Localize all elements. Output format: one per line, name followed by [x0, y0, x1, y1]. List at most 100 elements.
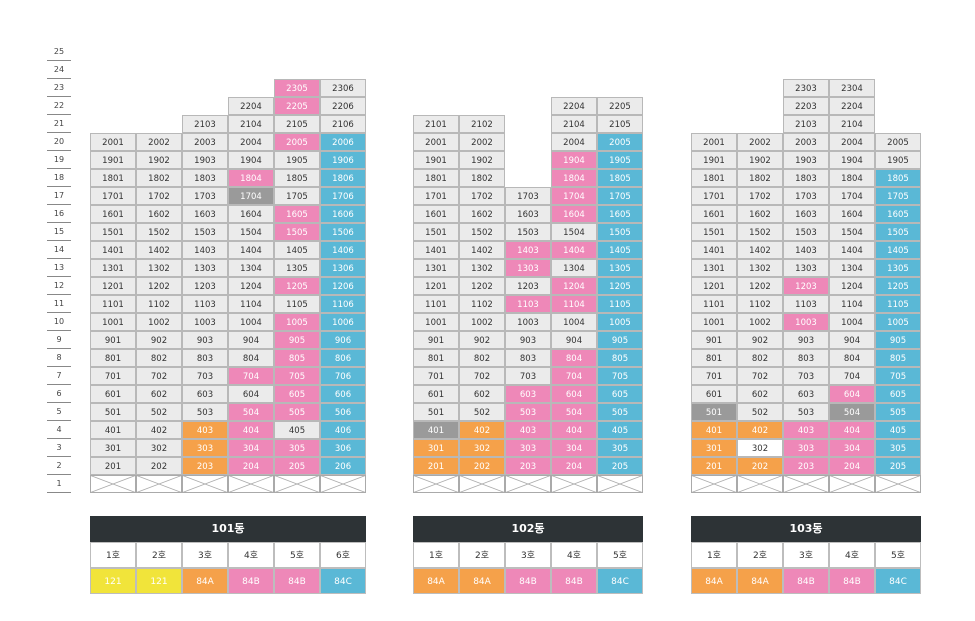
unit-cell: 1003	[783, 313, 829, 331]
unit-cell: 1501	[90, 223, 136, 241]
unit-cell: 1202	[459, 277, 505, 295]
unit-cell: 204	[228, 457, 274, 475]
unit-cell: 1104	[551, 295, 597, 313]
unit-cell: 802	[459, 349, 505, 367]
unit-cell: 1201	[413, 277, 459, 295]
ho-label: 4호	[228, 542, 274, 568]
unit-cell: 1102	[459, 295, 505, 313]
unit-cell: 1101	[691, 295, 737, 313]
unit-cell: 2104	[228, 115, 274, 133]
unit-cell: 503	[505, 403, 551, 421]
unit-cell: 1601	[413, 205, 459, 223]
unit-cell: 1102	[136, 295, 182, 313]
unit-cell: 602	[136, 385, 182, 403]
unit-cell: 501	[413, 403, 459, 421]
unit-cell: 1704	[829, 187, 875, 205]
unit-cell: 401	[90, 421, 136, 439]
unit-cell: 801	[90, 349, 136, 367]
unit-cell: 1406	[320, 241, 366, 259]
unit-cell: 1704	[228, 187, 274, 205]
ho-label: 3호	[505, 542, 551, 568]
unit-cell: 302	[459, 439, 505, 457]
unit-cell: 2205	[274, 97, 320, 115]
ho-label: 4호	[551, 542, 597, 568]
unit-cell: 1504	[228, 223, 274, 241]
unit-cell: 1702	[737, 187, 783, 205]
unit-cell: 2103	[182, 115, 228, 133]
unit-cell: 1802	[459, 169, 505, 187]
unit-cell: 1702	[459, 187, 505, 205]
unit-cell: 605	[274, 385, 320, 403]
unit-cell: 1802	[136, 169, 182, 187]
unit-cell: 903	[783, 331, 829, 349]
unit-cell: 701	[90, 367, 136, 385]
pilotis-cell	[413, 475, 459, 493]
unit-cell: 304	[829, 439, 875, 457]
unit-cell: 1005	[597, 313, 643, 331]
building-name: 102동	[413, 516, 643, 542]
unit-cell: 1505	[274, 223, 320, 241]
unit-cell: 502	[136, 403, 182, 421]
unit-cell: 701	[691, 367, 737, 385]
floor-label: 16	[47, 205, 71, 223]
unit-cell: 1405	[875, 241, 921, 259]
unit-cell: 1402	[737, 241, 783, 259]
unit-cell: 2304	[829, 79, 875, 97]
unit-type: 84C	[320, 568, 366, 594]
unit-type: 84A	[413, 568, 459, 594]
unit-cell: 1502	[459, 223, 505, 241]
unit-cell: 1204	[551, 277, 597, 295]
unit-cell: 1304	[829, 259, 875, 277]
unit-cell: 2004	[829, 133, 875, 151]
floor-label: 14	[47, 241, 71, 259]
unit-cell: 1904	[228, 151, 274, 169]
unit-cell: 1006	[320, 313, 366, 331]
unit-cell: 305	[875, 439, 921, 457]
unit-cell: 401	[691, 421, 737, 439]
unit-cell: 1503	[783, 223, 829, 241]
unit-cell: 703	[182, 367, 228, 385]
unit-cell: 1505	[875, 223, 921, 241]
unit-cell: 802	[737, 349, 783, 367]
unit-cell: 2004	[228, 133, 274, 151]
unit-cell: 1301	[691, 259, 737, 277]
unit-cell: 902	[459, 331, 505, 349]
unit-cell: 303	[182, 439, 228, 457]
unit-cell: 1904	[829, 151, 875, 169]
unit-cell: 501	[691, 403, 737, 421]
unit-cell: 2205	[597, 97, 643, 115]
unit-cell: 303	[783, 439, 829, 457]
unit-cell: 602	[459, 385, 505, 403]
unit-cell: 1201	[90, 277, 136, 295]
ho-label: 3호	[182, 542, 228, 568]
unit-cell: 403	[182, 421, 228, 439]
unit-cell: 2001	[90, 133, 136, 151]
unit-type: 84B	[274, 568, 320, 594]
unit-type: 121	[90, 568, 136, 594]
unit-cell: 1004	[829, 313, 875, 331]
unit-type: 84C	[875, 568, 921, 594]
unit-cell: 603	[783, 385, 829, 403]
unit-cell: 902	[136, 331, 182, 349]
unit-cell: 1103	[505, 295, 551, 313]
unit-type: 84B	[228, 568, 274, 594]
unit-cell: 2001	[413, 133, 459, 151]
unit-cell: 2104	[829, 115, 875, 133]
unit-cell: 1205	[274, 277, 320, 295]
floor-label: 20	[47, 133, 71, 151]
unit-cell: 1701	[90, 187, 136, 205]
unit-cell: 2005	[875, 133, 921, 151]
unit-cell: 205	[875, 457, 921, 475]
unit-cell: 1104	[228, 295, 274, 313]
ho-label: 3호	[783, 542, 829, 568]
unit-cell: 1104	[829, 295, 875, 313]
unit-cell: 2206	[320, 97, 366, 115]
unit-cell: 702	[459, 367, 505, 385]
unit-cell: 1201	[691, 277, 737, 295]
ho-label: 1호	[413, 542, 459, 568]
unit-cell: 1805	[875, 169, 921, 187]
unit-cell: 502	[459, 403, 505, 421]
unit-cell: 2204	[228, 97, 274, 115]
unit-cell: 2305	[274, 79, 320, 97]
unit-cell: 1902	[459, 151, 505, 169]
